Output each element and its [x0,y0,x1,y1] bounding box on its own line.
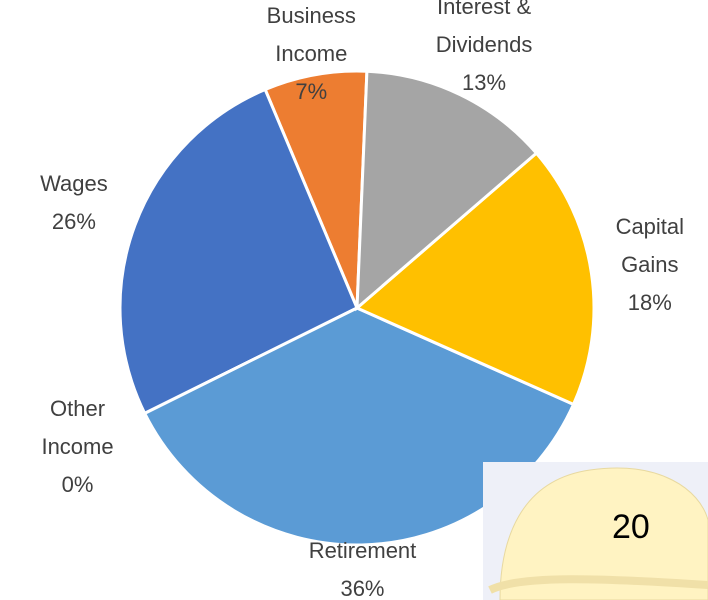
value-label: 26% [16,203,132,241]
category-label: Wages [16,165,132,203]
value-label: 18% [592,284,708,322]
value-label: 7% [253,73,369,111]
value-label: 0% [20,466,136,504]
slide: 20 Interest & Dividends13%Capital Gains1… [0,0,708,600]
value-label: 13% [426,64,542,102]
category-label: Business Income [253,0,369,73]
category-label: Retirement [304,532,420,570]
logo-background [483,462,708,600]
category-label: Other Income [20,390,136,466]
category-label: Interest & Dividends [426,0,542,64]
slide-number: 20 [612,508,650,547]
value-label: 36% [304,570,420,600]
category-label: Capital Gains [592,208,708,284]
